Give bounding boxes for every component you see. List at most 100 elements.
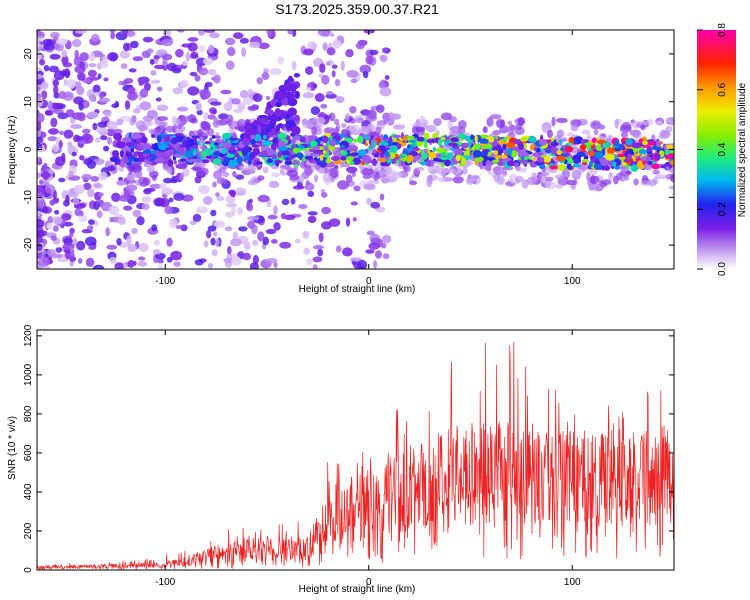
noise-blob [126,91,138,101]
noise-blob [305,66,314,75]
ridge-blob [298,145,305,149]
noise-blob [331,70,336,78]
halo-blob [311,126,318,136]
noise-blob [91,33,100,42]
noise-blob [175,225,184,230]
branch-blob [291,125,301,136]
ridge-blob [322,135,329,144]
ridge-blob [556,149,563,155]
noise-blob [49,169,54,175]
noise-blob [332,39,342,49]
noise-blob [256,77,263,85]
ridge-blob [184,150,195,158]
ridge-blob [416,140,424,147]
noise-blob [116,118,124,126]
halo-blob [545,176,554,182]
ridge-blob [201,159,210,164]
halo-blob [544,181,557,190]
noise-blob [379,54,388,63]
ridge-blob [284,160,293,166]
noise-blob [47,100,53,111]
noise-blob [227,46,236,57]
ridge-blob [491,141,498,147]
halo-blob [517,117,525,126]
ridge-blob [559,138,563,146]
halo-blob [433,118,442,126]
noise-blob [345,217,351,227]
ridge-blob [579,144,587,150]
noise-blob [132,209,142,218]
halo-blob [151,174,157,181]
noise-blob [370,201,381,209]
noise-blob [88,52,96,62]
noise-blob [209,32,220,39]
halo-blob [644,163,653,171]
ridge-blob [455,154,461,162]
noise-blob [112,128,123,135]
colorbar-tick-label: 0.0 [717,262,728,276]
noise-blob [321,206,331,215]
noise-blob [81,173,93,181]
halo-blob [625,170,632,175]
noise-blob [50,31,60,39]
noise-blob [261,71,270,81]
noise-blob [273,205,278,216]
noise-blob [68,232,74,238]
ridge-blob [370,135,374,140]
noise-blob [196,206,208,214]
ridge-blob [254,133,262,142]
ridge-blob [344,132,348,139]
ridge-blob [353,138,358,143]
halo-blob [607,174,614,181]
noise-blob [116,238,122,246]
noise-blob [85,257,95,267]
noise-blob [187,42,198,52]
noise-blob [384,75,390,80]
noise-blob [82,128,91,134]
ridge-blob [460,157,467,164]
noise-blob [267,214,278,220]
noise-blob [378,81,386,89]
ridge-blob [427,148,431,155]
colorbar-tick-label: 0.4 [717,142,728,156]
noise-blob [131,227,138,234]
ridge-blob [557,164,566,171]
noise-blob [215,192,220,198]
noise-blob [342,247,353,257]
noise-blob [350,78,358,84]
ridge-blob [611,161,617,167]
noise-blob [114,100,120,108]
ridge-blob [174,153,182,158]
noise-blob [94,92,100,97]
noise-blob [120,63,128,69]
halo-blob [668,185,674,190]
noise-blob [157,259,164,264]
noise-blob [50,117,58,128]
noise-blob [173,261,181,267]
noise-blob [77,112,86,122]
halo-blob [466,174,477,184]
halo-blob [324,167,329,174]
halo-blob [500,119,506,129]
branch-blob [245,126,256,137]
noise-blob [312,256,323,263]
noise-blob [215,238,220,247]
y-tick-label: 200 [23,522,34,539]
ridge-blob [448,142,459,146]
ridge-blob [325,158,332,164]
noise-blob [307,41,318,51]
noise-blob [76,240,86,251]
ridge-blob [230,137,239,141]
ridge-blob [345,149,351,158]
noise-blob [52,225,59,232]
noise-blob [124,100,131,110]
halo-blob [393,124,406,130]
ridge-blob [502,143,507,150]
ridge-blob [630,164,639,172]
ridge-blob [389,145,398,153]
noise-blob [88,62,97,68]
noise-blob [321,74,330,85]
noise-blob [362,71,369,79]
noise-blob [86,160,97,169]
ridge-blob [262,140,271,146]
